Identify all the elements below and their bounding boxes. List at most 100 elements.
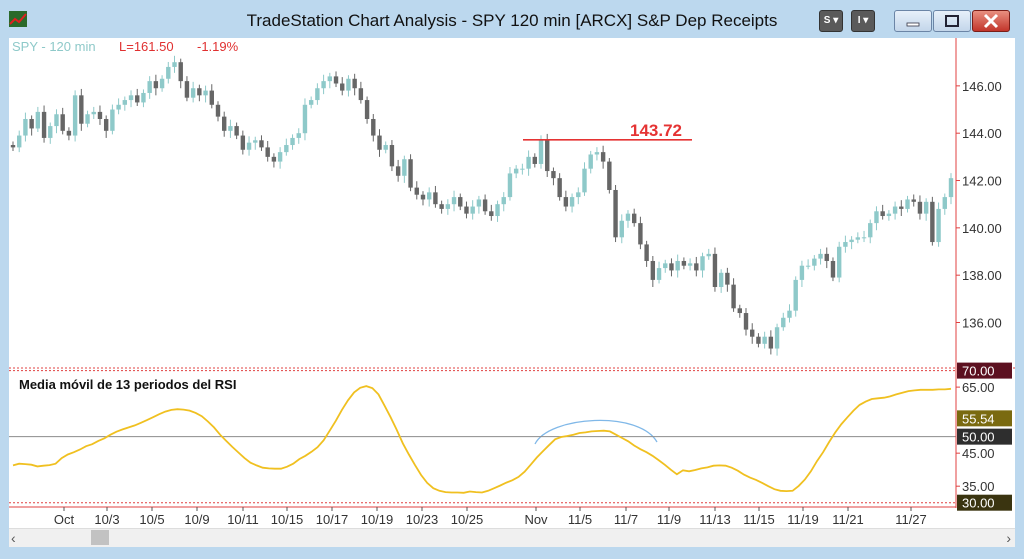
candle [277,147,283,169]
candle [613,185,618,243]
candle [178,58,183,89]
candle [383,141,388,154]
candle [489,204,494,221]
x-tick-label: 11/15 [743,512,775,527]
scroll-right-icon[interactable]: › [1006,530,1011,546]
candle [445,199,451,215]
y-axis: 146.00 144.00 142.00 140.00 138.00 136.00 65.0… [955,38,1012,511]
x-tick-label: Oct [54,512,75,527]
candle [420,191,426,206]
candle [122,96,128,111]
candle [253,136,258,150]
candle [743,308,749,336]
close-icon [983,13,999,29]
candle [569,193,575,213]
candle [762,331,767,349]
candle [638,216,643,250]
y-tick-label: 140.00 [962,221,1002,236]
chart-area[interactable]: 143.72 SPY - 120 min L=161.50 -1.19% Med… [9,38,1015,541]
s-menu-button[interactable]: S ▾ [819,10,843,32]
candle [302,98,308,141]
x-tick-label: 10/9 [184,512,209,527]
candle [426,187,432,207]
minimize-button[interactable] [894,10,932,32]
value-badge: 50.00 [957,428,1012,445]
candle [731,278,736,312]
candle [333,71,339,88]
x-tick-label: 10/23 [406,512,439,527]
horizontal-scrollbar[interactable]: ‹ › [9,528,1015,547]
value-badge: 55.54 [957,410,1012,427]
candle [656,261,662,284]
x-tick-label: 11/21 [832,512,864,527]
candle [470,200,475,220]
price-level-label: 143.72 [630,121,682,140]
x-tick-label: 11/7 [614,512,638,527]
candle [364,96,370,124]
candle [296,128,301,144]
value-badge: 70.00 [957,362,1012,379]
candle [48,122,53,144]
candle [265,141,270,162]
candle [91,106,96,119]
candle [756,333,761,348]
scroll-thumb[interactable] [91,530,109,545]
candle [340,77,345,96]
candle [600,145,606,169]
price-level: 143.72 [523,121,692,141]
x-tick-label: 10/5 [139,512,164,527]
candle [358,81,364,104]
candle [520,163,525,175]
candle [855,232,861,244]
minimize-icon [906,22,920,27]
close-button[interactable] [972,10,1010,32]
maximize-icon [945,15,959,27]
candle [625,210,631,228]
candle [681,257,687,270]
candle [805,259,811,270]
x-tick-label: 10/19 [361,512,394,527]
candle [308,96,314,109]
candle [147,76,152,99]
candle [501,192,506,212]
candle [923,198,929,221]
candle [868,219,873,244]
candle [513,165,519,179]
candle [284,138,289,156]
candle [576,187,581,205]
candle [476,195,482,214]
candle [750,323,755,344]
candle [545,133,550,177]
candle [135,88,140,106]
candle [222,111,227,137]
x-tick-label: 11/5 [568,512,592,527]
x-tick-label: 10/15 [271,512,304,527]
candle [582,162,587,196]
candle [128,90,134,108]
maximize-button[interactable] [933,10,971,32]
candle [371,114,376,142]
rsi-ma-line [12,385,952,494]
x-tick-label: 10/11 [227,512,259,527]
title-bar[interactable]: TradeStation Chart Analysis - SPY 120 mi… [0,0,1024,40]
scroll-left-icon[interactable]: ‹ [11,530,16,546]
candle [240,130,246,155]
badge-label: 50.00 [962,430,995,445]
candle [203,85,208,103]
candle [352,73,357,96]
candle [725,267,730,292]
i-menu-button[interactable]: I ▾ [851,10,875,32]
chart-canvas[interactable]: 143.72 SPY - 120 min L=161.50 -1.19% Med… [9,38,1015,528]
candle [60,107,65,135]
candle [911,194,916,207]
candle [451,190,457,212]
candle [905,195,910,213]
candle [526,150,531,176]
badge-label: 30.00 [962,496,995,511]
badge-label: 55.54 [962,411,995,426]
candle [861,230,867,243]
candle [507,167,513,201]
chart-header: SPY - 120 min L=161.50 -1.19% [12,39,239,54]
candle [72,90,78,142]
candle [321,74,326,95]
